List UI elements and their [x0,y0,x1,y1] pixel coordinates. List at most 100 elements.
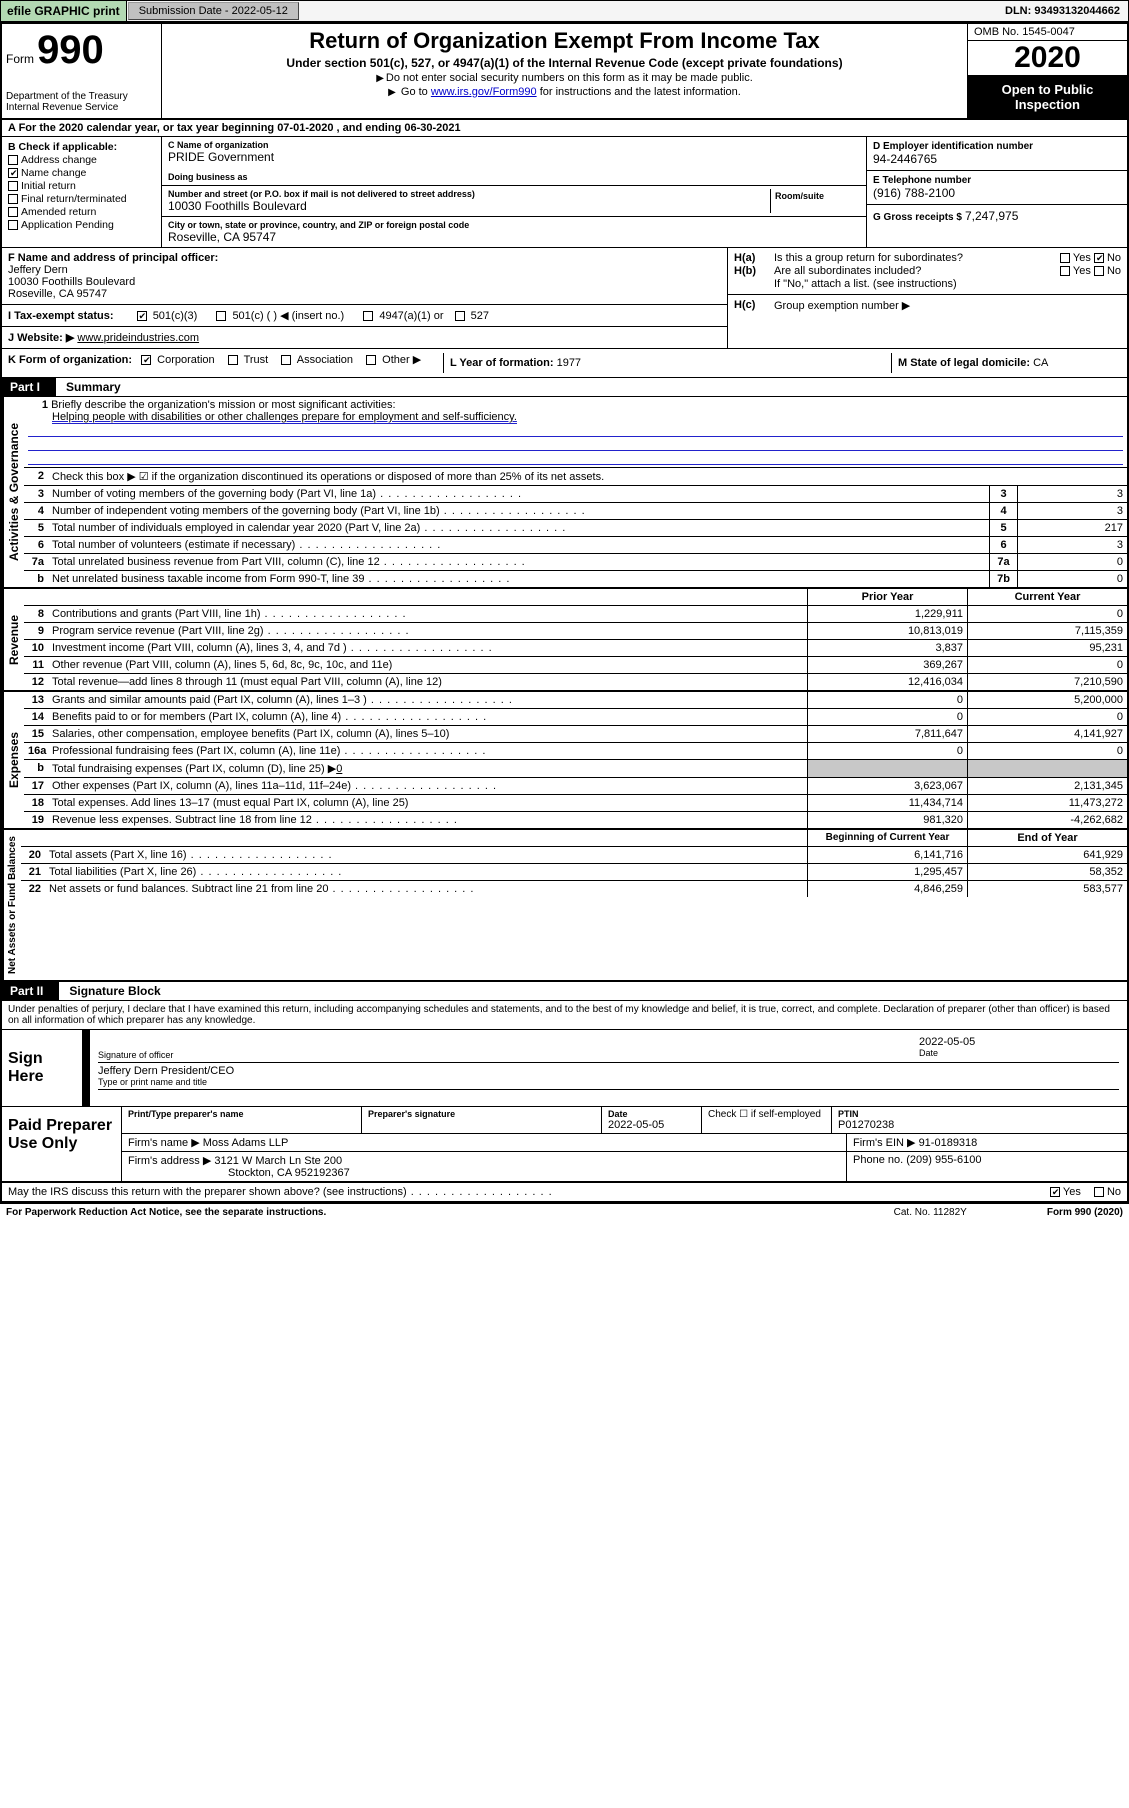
form-word: Form [6,52,34,66]
line4-num: 4 [24,503,48,519]
net21-curr: 58,352 [967,864,1127,880]
e-tel-label: E Telephone number [873,175,1121,186]
line6-num: 6 [24,537,48,553]
hb-text: Are all subordinates included? [774,265,1060,277]
rev8-desc: Contributions and grants (Part VIII, lin… [52,608,261,620]
p-addr-label: Firm's address ▶ [128,1155,211,1167]
i-label: I Tax-exempt status: [8,310,114,322]
net22-prior: 4,846,259 [807,881,967,897]
chk-hb-yes[interactable] [1060,266,1070,276]
footer-row: For Paperwork Reduction Act Notice, see … [0,1204,1129,1221]
chk-discuss-yes[interactable] [1050,1187,1060,1197]
sig-date-label: Date [919,1048,1119,1058]
exp16b-desc: Total fundraising expenses (Part IX, col… [52,763,336,775]
chk-pending[interactable] [8,220,18,230]
street-label: Number and street (or P.O. box if mail i… [168,189,770,199]
chk-assoc[interactable] [281,355,291,365]
chk-amended[interactable] [8,207,18,217]
f-street: 10030 Foothills Boulevard [8,276,721,288]
discuss-text: May the IRS discuss this return with the… [8,1186,407,1198]
f-label: F Name and address of principal officer: [8,252,721,264]
line7a-val: 0 [1017,554,1127,570]
chk-discuss-no[interactable] [1094,1187,1104,1197]
p-ptin-label: PTIN [838,1109,1121,1119]
line6-key: 6 [989,537,1017,553]
chk-ha-no[interactable] [1094,253,1104,263]
p-phone: (209) 955-6100 [906,1154,981,1166]
exp17-prior: 3,623,067 [807,778,967,794]
exp16b-num: b [24,760,48,777]
exp16a-desc: Professional fundraising fees (Part IX, … [52,745,340,757]
net21-prior: 1,295,457 [807,864,967,880]
city-value: Roseville, CA 95747 [168,230,860,244]
exp17-curr: 2,131,345 [967,778,1127,794]
chk-address[interactable] [8,155,18,165]
form-footer: Form 990 (2020) [1047,1207,1123,1218]
paid-title: Paid Preparer Use Only [2,1107,122,1181]
rev10-prior: 3,837 [807,640,967,656]
j-website: www.prideindustries.com [77,332,199,344]
net-hdr-curr: End of Year [967,830,1127,846]
line3-num: 3 [24,486,48,502]
section-expenses: Expenses 13Grants and similar amounts pa… [2,692,1127,830]
hc-label: H(c) [734,299,774,312]
chk-4947[interactable] [363,311,373,321]
net22-num: 22 [21,881,45,897]
hdr-prior: Prior Year [807,589,967,605]
hdr-curr: Current Year [967,589,1127,605]
chk-initial[interactable] [8,181,18,191]
j-label: J Website: ▶ [8,332,74,344]
chk-final[interactable] [8,194,18,204]
line2-desc: Check this box ▶ ☑ if the organization d… [48,468,1127,485]
exp15-curr: 4,141,927 [967,726,1127,742]
p-firm-label: Firm's name ▶ [128,1137,200,1149]
chk-ha-yes[interactable] [1060,253,1070,263]
lbl-amended: Amended return [21,206,96,218]
exp16b-val: 0 [336,763,342,775]
net20-prior: 6,141,716 [807,847,967,863]
ha-label: H(a) [734,252,774,264]
chk-501c[interactable] [216,311,226,321]
lbl-pending: Application Pending [21,219,114,231]
lbl-corp: Corporation [157,354,214,366]
p-sig-label: Preparer's signature [368,1109,595,1119]
chk-name-change[interactable] [8,168,18,178]
goto-link[interactable]: www.irs.gov/Form990 [431,86,537,98]
exp15-prior: 7,811,647 [807,726,967,742]
line6-desc: Total number of volunteers (estimate if … [52,539,295,551]
chk-corp[interactable] [141,355,151,365]
lbl-ha-no: No [1107,252,1121,264]
chk-501c3[interactable] [137,311,147,321]
rev11-curr: 0 [967,657,1127,673]
rev12-curr: 7,210,590 [967,674,1127,690]
chk-527[interactable] [455,311,465,321]
net-hdr-prior: Beginning of Current Year [807,830,967,846]
exp17-num: 17 [24,778,48,794]
line3-desc: Number of voting members of the governin… [52,488,376,500]
chk-hb-no[interactable] [1094,266,1104,276]
revenue-vlabel: Revenue [2,589,24,690]
exp19-curr: -4,262,682 [967,812,1127,828]
exp13-prior: 0 [807,692,967,708]
chk-trust[interactable] [228,355,238,365]
exp13-curr: 5,200,000 [967,692,1127,708]
lbl-527: 527 [471,310,489,322]
exp17-desc: Other expenses (Part IX, column (A), lin… [52,780,351,792]
exp19-prior: 981,320 [807,812,967,828]
g-gross-value: 7,247,975 [965,209,1018,223]
lbl-discuss-no: No [1107,1186,1121,1198]
submission-date-button[interactable]: Submission Date - 2022-05-12 [128,2,299,20]
line5-desc: Total number of individuals employed in … [52,522,420,534]
lbl-address: Address change [21,154,97,166]
m-label: M State of legal domicile: [898,357,1030,369]
chk-other[interactable] [366,355,376,365]
exp15-num: 15 [24,726,48,742]
form-body: Form 990 Department of the Treasury Inte… [0,22,1129,1204]
hc-text: Group exemption number ▶ [774,299,1121,312]
sig-of-officer-label: Signature of officer [98,1050,919,1060]
tax-year: 2020 [968,41,1127,76]
line7b-val: 0 [1017,571,1127,587]
d-ein-value: 94-2446765 [873,152,1121,166]
exp14-desc: Benefits paid to or for members (Part IX… [52,711,341,723]
sig-date: 2022-05-05 [919,1036,1119,1048]
